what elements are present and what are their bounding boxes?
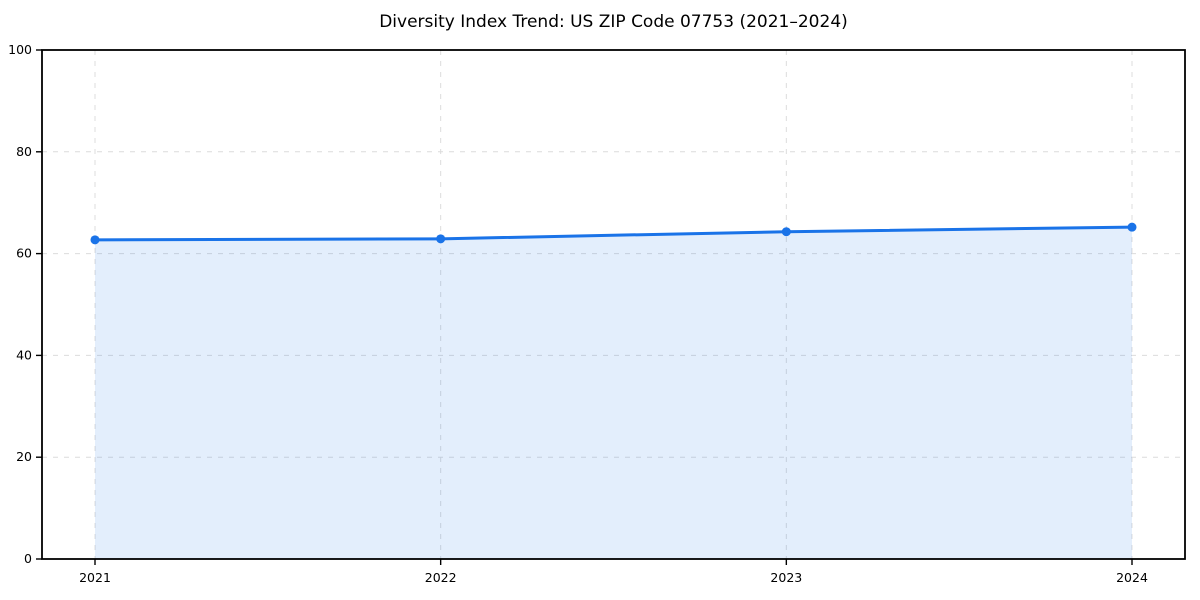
data-point-2021 bbox=[90, 235, 100, 245]
y-tick-label: 20 bbox=[16, 449, 32, 464]
data-point-2023 bbox=[781, 227, 791, 237]
data-point-2024 bbox=[1127, 222, 1137, 232]
x-tick-label: 2021 bbox=[79, 570, 111, 585]
chart-title: Diversity Index Trend: US ZIP Code 07753… bbox=[379, 12, 848, 32]
plot-border bbox=[41, 49, 1186, 560]
data-point-2022 bbox=[436, 234, 446, 244]
y-tick-label: 0 bbox=[24, 551, 32, 566]
y-tick-label: 100 bbox=[8, 42, 32, 57]
y-tick-label: 80 bbox=[16, 144, 32, 159]
x-tick-label: 2024 bbox=[1116, 570, 1148, 585]
area-fill bbox=[95, 227, 1132, 559]
x-tick-label: 2022 bbox=[425, 570, 457, 585]
y-tick-label: 40 bbox=[16, 347, 32, 362]
y-tick-label: 60 bbox=[16, 246, 32, 261]
trend-line bbox=[93, 225, 1134, 242]
x-tick-label: 2023 bbox=[770, 570, 802, 585]
